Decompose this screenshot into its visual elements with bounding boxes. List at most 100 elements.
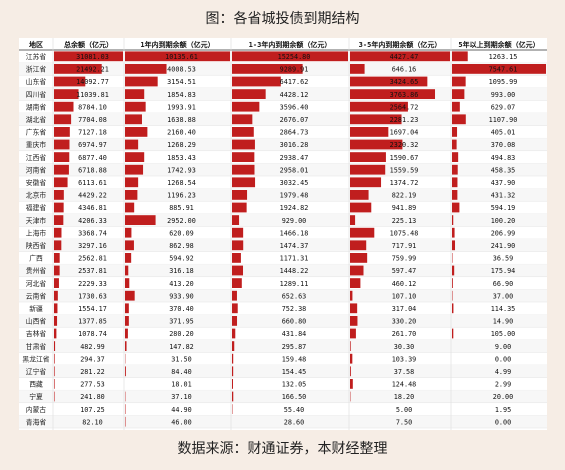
data-value: 1196.23 xyxy=(167,192,196,200)
region-label: 内蒙古 xyxy=(26,405,47,414)
data-bar xyxy=(54,227,62,238)
data-bar xyxy=(125,114,142,125)
data-bar xyxy=(54,190,64,200)
data-value: 281.22 xyxy=(80,368,105,376)
data-bar xyxy=(54,64,102,74)
data-bar xyxy=(232,379,234,389)
data-value: 46.00 xyxy=(171,418,191,426)
region-label: 北京市 xyxy=(26,191,47,200)
data-value: 9.00 xyxy=(495,343,511,351)
data-bar xyxy=(452,164,458,175)
row-band xyxy=(19,289,547,302)
data-value: 405.01 xyxy=(491,129,516,137)
data-bar xyxy=(54,202,64,213)
data-bar xyxy=(54,353,55,364)
row-band xyxy=(19,390,547,403)
data-bar xyxy=(125,316,129,326)
data-bar xyxy=(54,328,57,339)
data-value: 1466.18 xyxy=(280,229,309,237)
data-value: 4428.12 xyxy=(280,91,309,99)
data-value: 652.63 xyxy=(282,292,307,300)
data-bar xyxy=(350,215,356,225)
data-value: 37.10 xyxy=(171,393,191,401)
data-value: 280.20 xyxy=(169,330,194,338)
data-bar xyxy=(54,316,58,326)
data-value: 2938.47 xyxy=(280,154,309,162)
data-bar xyxy=(350,152,386,162)
region-label: 重庆市 xyxy=(26,140,47,149)
data-value: 114.35 xyxy=(491,305,516,313)
data-value: 103.39 xyxy=(392,355,417,363)
data-bar xyxy=(350,139,403,150)
data-value: 1289.11 xyxy=(280,280,309,288)
data-value: 1095.99 xyxy=(489,78,518,86)
maturity-table: 地区 总余额（亿元） 1年内到期余额（亿元） 1-3年内到期余额（亿元） 3-5年内到期… xyxy=(19,38,547,441)
data-value: 370.40 xyxy=(169,305,194,313)
data-bar xyxy=(350,341,351,351)
data-bar xyxy=(232,202,247,213)
data-value: 295.87 xyxy=(282,343,307,351)
data-bar xyxy=(125,64,167,74)
data-bar xyxy=(350,64,365,74)
region-label: 四川省 xyxy=(26,90,47,99)
data-bar xyxy=(452,89,465,99)
data-value: 100.20 xyxy=(491,217,516,225)
data-bar xyxy=(452,139,457,150)
region-label: 江苏省 xyxy=(26,52,47,61)
data-value: 4008.53 xyxy=(167,66,196,74)
region-label: 安徽省 xyxy=(26,178,47,187)
data-bar xyxy=(54,240,62,251)
data-value: 752.38 xyxy=(282,305,307,313)
data-value: 9289.91 xyxy=(280,66,309,74)
data-value: 2320.32 xyxy=(390,141,419,149)
data-bar xyxy=(125,290,135,301)
data-bar xyxy=(125,202,135,213)
data-source-note: 数据来源：财通证券，本财经整理 xyxy=(177,441,388,457)
data-bar xyxy=(232,290,237,301)
data-value: 2281.23 xyxy=(390,116,419,124)
data-value: 597.47 xyxy=(392,267,417,275)
region-label: 湖南省 xyxy=(26,102,47,111)
data-bar xyxy=(350,89,436,99)
data-bar xyxy=(452,303,454,314)
data-bar xyxy=(54,366,55,377)
data-value: 206.99 xyxy=(491,229,516,237)
data-value: 371.95 xyxy=(169,318,194,326)
data-value: 1268.54 xyxy=(167,179,196,187)
data-value: 594.19 xyxy=(491,204,516,212)
data-bar xyxy=(232,190,248,200)
data-bar xyxy=(232,265,244,276)
data-bar xyxy=(125,190,138,200)
data-value: 629.07 xyxy=(491,103,516,111)
data-bar xyxy=(232,127,254,137)
data-value: 4346.81 xyxy=(78,204,107,212)
data-bar xyxy=(452,152,459,162)
data-bar xyxy=(232,328,236,339)
data-value: 933.90 xyxy=(169,292,194,300)
data-value: 317.04 xyxy=(392,305,417,313)
data-bar xyxy=(125,76,158,87)
data-value: 6718.88 xyxy=(78,166,107,174)
data-bar xyxy=(350,353,353,364)
chart-title: 图：各省城投债到期结构 xyxy=(205,11,360,27)
data-value: 3424.65 xyxy=(390,78,419,86)
data-value: 31.50 xyxy=(171,355,191,363)
data-value: 316.18 xyxy=(169,267,194,275)
data-bar xyxy=(54,278,59,288)
data-value: 4429.22 xyxy=(78,192,107,200)
data-value: 6417.62 xyxy=(280,78,309,86)
row-band xyxy=(19,339,547,353)
data-value: 132.05 xyxy=(282,381,307,389)
data-value: 2952.00 xyxy=(167,217,196,225)
data-value: 717.91 xyxy=(392,242,417,250)
data-value: 107.10 xyxy=(392,292,417,300)
data-value: 4206.33 xyxy=(78,217,107,225)
data-bar xyxy=(452,101,460,112)
region-label: 河北省 xyxy=(26,279,47,288)
data-value: 1474.37 xyxy=(280,242,309,250)
column-header-3: 1-3年内到期余额（亿元） xyxy=(249,40,332,49)
data-value: 2676.07 xyxy=(280,116,309,124)
data-value: 2958.01 xyxy=(280,166,309,174)
data-bar xyxy=(54,391,55,402)
region-label: 宁夏 xyxy=(29,392,43,401)
